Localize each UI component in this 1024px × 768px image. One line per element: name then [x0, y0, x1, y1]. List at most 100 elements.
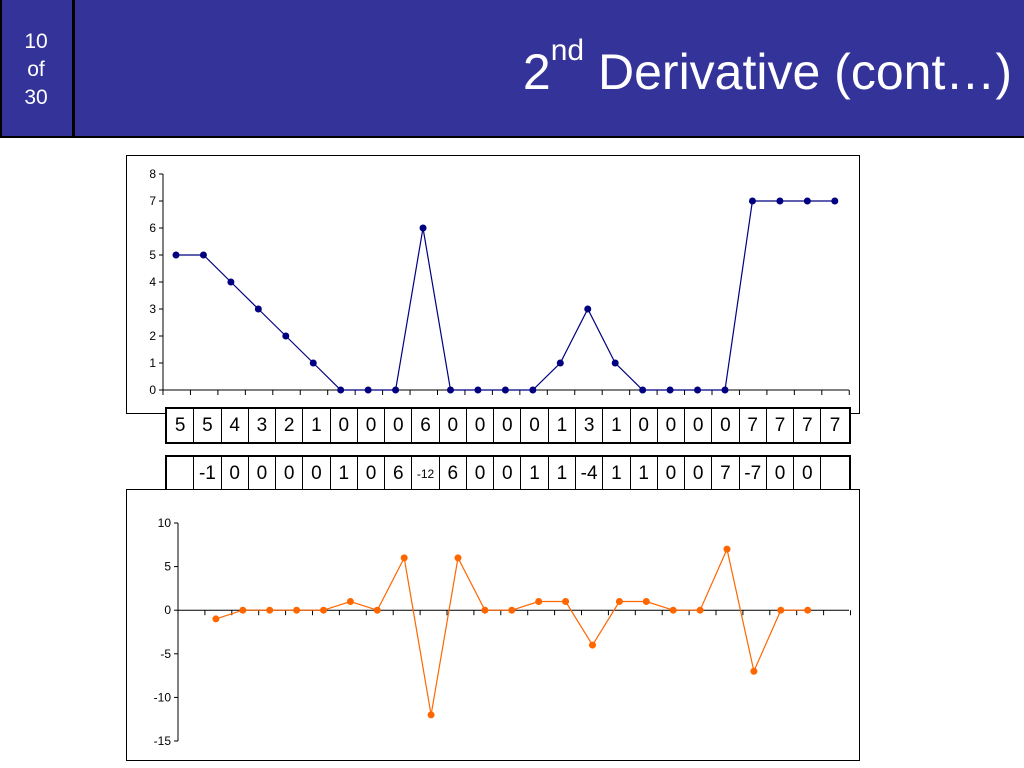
y-tick-label: 5 — [164, 560, 171, 574]
second-derivative-sequence-cell: 0 — [358, 457, 386, 490]
original-sequence-cell: 0 — [358, 409, 386, 442]
data-point — [611, 359, 619, 367]
y-tick-label: 5 — [149, 248, 156, 262]
original-sequence-cell: 7 — [794, 409, 822, 442]
series-line — [215, 547, 808, 715]
page-number: 10 of 30 — [0, 28, 72, 112]
original-sequence-cell: 0 — [712, 409, 740, 442]
original-sequence-cell: 0 — [440, 409, 467, 442]
data-point — [447, 386, 454, 394]
original-sequence-cell: 0 — [494, 409, 522, 442]
data-point — [282, 332, 290, 340]
y-tick-label: -5 — [160, 647, 171, 661]
slide-header: 10 of 30 2nd Derivative (cont…) — [0, 0, 1024, 138]
data-point — [508, 606, 516, 614]
data-point — [419, 224, 427, 232]
y-tick-label: -15 — [154, 734, 172, 748]
y-tick-label: 0 — [164, 603, 171, 617]
page-of: of — [27, 58, 45, 81]
original-signal-plot: 0 1 2 3 4 5 6 7 8 — [149, 167, 850, 397]
data-point — [474, 386, 482, 394]
original-sequence-cell: 0 — [658, 409, 686, 442]
slide-title: 2nd Derivative (cont…) — [522, 36, 1012, 104]
data-point — [266, 606, 274, 614]
data-point — [639, 386, 647, 394]
original-signal-chart: 0 1 2 3 4 5 6 7 8 — [126, 155, 860, 414]
data-point — [481, 606, 489, 614]
y-tick-label: 2 — [149, 329, 156, 343]
original-sequence-cell: 6 — [412, 409, 440, 442]
original-sequence-cell: 3 — [576, 409, 604, 442]
title-text: Derivative (cont…) — [584, 44, 1012, 100]
data-point — [364, 386, 372, 394]
data-point — [535, 597, 543, 605]
data-point — [589, 641, 596, 649]
second-derivative-sequence-cell: -12 — [412, 457, 440, 490]
original-sequence-cell: 5 — [167, 409, 195, 442]
data-point — [642, 597, 650, 605]
second-derivative-sequence-cell: 1 — [631, 457, 658, 490]
second-derivative-sequence-cell: 1 — [603, 457, 631, 490]
data-point — [227, 278, 235, 286]
original-sequence-cell: 7 — [767, 409, 795, 442]
data-point — [776, 197, 784, 205]
second-derivative-sequence-cell: 0 — [222, 457, 249, 490]
data-point — [562, 597, 570, 605]
second-derivative-sequence-cell — [167, 457, 195, 490]
data-point — [721, 386, 729, 394]
second-derivative-sequence-table: -1 0 0 0 0 1 0 6 -12 6 0 0 1 1 -4 1 1 0 0 7 -7 0 0 — [165, 455, 851, 492]
y-tick-label: 7 — [149, 194, 156, 208]
data-point — [346, 597, 354, 605]
second-derivative-sequence-cell: 0 — [303, 457, 331, 490]
header-left-border — [0, 0, 2, 138]
data-point — [337, 386, 345, 394]
data-point — [666, 386, 674, 394]
data-point — [427, 711, 435, 719]
data-point — [392, 386, 400, 394]
y-tick-label: 6 — [149, 221, 156, 235]
data-point — [777, 606, 785, 614]
original-sequence-cell: 7 — [740, 409, 767, 442]
data-point — [750, 667, 758, 675]
original-sequence-cell: 4 — [222, 409, 249, 442]
data-point — [556, 359, 564, 367]
data-point — [239, 606, 247, 614]
y-tick-label: 0 — [149, 383, 156, 397]
data-point — [501, 386, 509, 394]
y-tick-label: 3 — [149, 302, 156, 316]
second-derivative-plot: -15 -10 -5 0 5 10 — [154, 516, 851, 748]
original-sequence-cell: 0 — [521, 409, 549, 442]
second-derivative-sequence-cell: 0 — [794, 457, 822, 490]
data-point — [293, 606, 301, 614]
data-point — [748, 197, 756, 205]
data-point — [373, 606, 381, 614]
title-prefix: 2 — [522, 44, 551, 100]
y-tick-label: 10 — [158, 516, 172, 530]
data-point — [454, 554, 462, 562]
second-derivative-chart: -15 -10 -5 0 5 10 — [126, 489, 860, 761]
second-derivative-sequence-cell: 1 — [521, 457, 549, 490]
y-tick-label: 1 — [149, 356, 156, 370]
data-point — [831, 197, 839, 205]
second-derivative-sequence-cell — [821, 457, 848, 490]
original-sequence-cell: 5 — [194, 409, 222, 442]
data-point — [694, 386, 702, 394]
header-divider — [72, 0, 75, 138]
data-point — [804, 606, 812, 614]
original-sequence-cell: 0 — [467, 409, 495, 442]
y-tick-label: 8 — [149, 167, 156, 181]
original-sequence-cell: 7 — [829, 414, 841, 436]
page-current: 10 — [24, 30, 48, 53]
original-sequence-cell: 0 — [685, 409, 713, 442]
second-derivative-sequence-cell: 0 — [658, 457, 686, 490]
data-point — [172, 251, 180, 259]
original-sequence-cell: 1 — [303, 409, 331, 442]
second-derivative-sequence-cell: 6 — [385, 457, 413, 490]
data-point — [723, 545, 731, 553]
original-sequence-cell: 0 — [631, 409, 658, 442]
data-point — [199, 251, 207, 259]
data-point — [529, 386, 537, 394]
data-point — [254, 305, 262, 313]
data-point — [669, 606, 677, 614]
